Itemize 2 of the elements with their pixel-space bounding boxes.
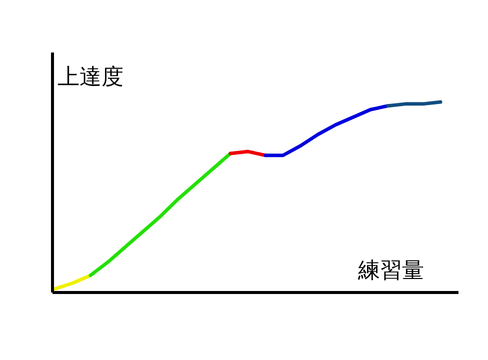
x-axis-title: 練習量 xyxy=(357,258,424,284)
y-axis-title: 上達度 xyxy=(57,64,124,90)
